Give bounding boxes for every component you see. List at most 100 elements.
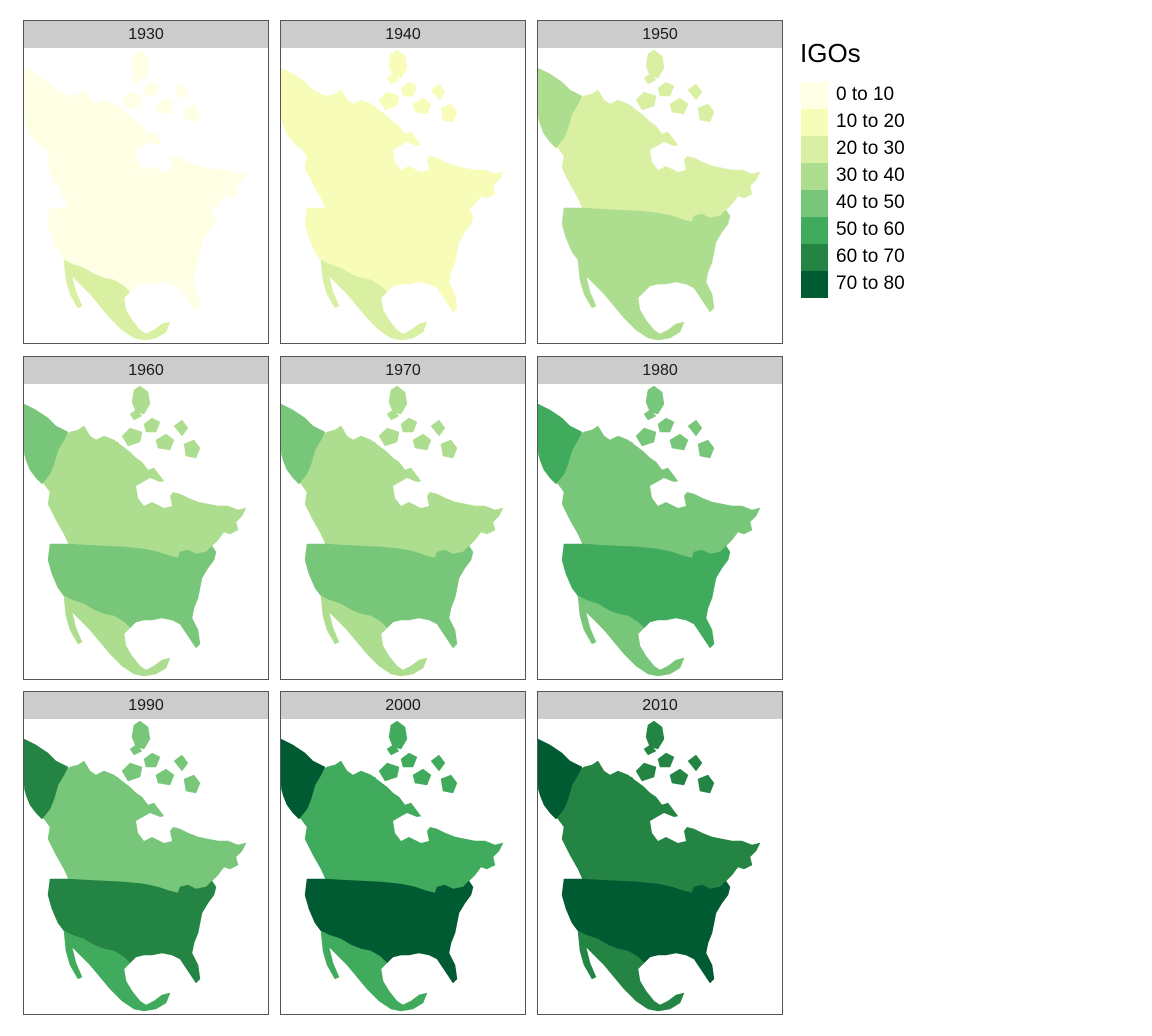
panel-1930: 1930 — [23, 20, 269, 344]
panel-header: 1980 — [537, 356, 783, 385]
north-america-map — [538, 385, 761, 677]
mexico-region — [63, 595, 171, 677]
mexico-region — [320, 930, 428, 1012]
panel-1990: 1990 — [23, 691, 269, 1015]
arctic-island — [635, 427, 657, 447]
map-area — [537, 384, 783, 680]
map-area — [23, 48, 269, 344]
map-area — [280, 384, 526, 680]
mexico-region — [577, 259, 685, 341]
arctic-island — [645, 49, 665, 79]
legend-swatch — [801, 109, 828, 136]
legend-label: 60 to 70 — [836, 246, 905, 267]
panel-1960: 1960 — [23, 356, 269, 680]
arctic-island — [143, 752, 161, 768]
panel-year-title: 2010 — [642, 697, 678, 714]
panel-1940: 1940 — [280, 20, 526, 344]
arctic-island — [430, 754, 446, 772]
north-america-map — [24, 49, 247, 341]
legend-swatch — [801, 271, 828, 298]
arctic-island — [388, 49, 408, 79]
north-america-map — [281, 385, 504, 677]
map-area — [280, 48, 526, 344]
legend-label: 70 to 80 — [836, 273, 905, 294]
panel-1970: 1970 — [280, 356, 526, 680]
map-area — [537, 719, 783, 1015]
arctic-island — [386, 73, 400, 85]
panel-header: 2010 — [537, 691, 783, 720]
arctic-island — [129, 73, 143, 85]
alaska-region — [24, 738, 69, 820]
arctic-island — [386, 409, 400, 421]
alaska-region — [281, 67, 326, 149]
panel-year-title: 1930 — [128, 26, 164, 43]
north-america-map — [281, 49, 504, 341]
legend: IGOs 0 to 10 10 to 20 20 to 30 30 to 40 … — [800, 38, 960, 308]
north-america-map — [538, 720, 761, 1012]
panel-year-title: 1940 — [385, 26, 421, 43]
panel-header: 1930 — [23, 20, 269, 49]
arctic-island — [155, 768, 175, 786]
legend-swatch — [801, 163, 828, 190]
mexico-region — [320, 259, 428, 341]
panel-header: 1940 — [280, 20, 526, 49]
arctic-island — [143, 417, 161, 433]
legend-label: 20 to 30 — [836, 138, 905, 159]
alaska-region — [24, 403, 69, 485]
arctic-island — [121, 762, 143, 782]
legend-title: IGOs — [800, 38, 861, 68]
arctic-island — [109, 441, 123, 455]
arctic-island — [388, 720, 408, 750]
arctic-island — [623, 441, 637, 455]
panel-2010: 2010 — [537, 691, 783, 1015]
legend-label: 10 to 20 — [836, 111, 905, 132]
arctic-island — [697, 774, 715, 794]
alaska-region — [24, 67, 69, 149]
arctic-island — [623, 776, 637, 790]
legend-swatch — [801, 136, 828, 163]
panel-year-title: 1990 — [128, 697, 164, 714]
legend-label: 50 to 60 — [836, 219, 905, 240]
arctic-island — [400, 81, 418, 97]
hudson-bay — [650, 813, 690, 843]
arctic-island — [129, 744, 143, 756]
panel-header: 2000 — [280, 691, 526, 720]
mexico-region — [577, 930, 685, 1012]
arctic-island — [643, 744, 657, 756]
arctic-island — [131, 49, 151, 79]
legend-item: 50 to 60 — [800, 217, 940, 244]
hudson-bay — [393, 478, 433, 508]
arctic-island — [388, 385, 408, 415]
arctic-island — [635, 91, 657, 111]
arctic-island — [386, 744, 400, 756]
legend-item: 10 to 20 — [800, 109, 940, 136]
arctic-island — [440, 774, 458, 794]
arctic-island — [121, 427, 143, 447]
north-america-map — [281, 720, 504, 1012]
map-area — [537, 48, 783, 344]
arctic-island — [131, 385, 151, 415]
arctic-island — [183, 439, 201, 459]
arctic-island — [366, 776, 380, 790]
arctic-island — [400, 417, 418, 433]
panel-header: 1970 — [280, 356, 526, 385]
arctic-island — [173, 83, 189, 101]
legend-label: 40 to 50 — [836, 192, 905, 213]
mexico-region — [577, 595, 685, 677]
hudson-bay — [650, 478, 690, 508]
legend-item: 40 to 50 — [800, 190, 940, 217]
panel-year-title: 1980 — [642, 362, 678, 379]
alaska-region — [538, 403, 583, 485]
panel-year-title: 1970 — [385, 362, 421, 379]
legend-item: 30 to 40 — [800, 163, 940, 190]
arctic-island — [378, 762, 400, 782]
arctic-island — [697, 439, 715, 459]
arctic-island — [412, 768, 432, 786]
legend-swatch — [801, 217, 828, 244]
map-area — [280, 719, 526, 1015]
legend-item: 60 to 70 — [800, 244, 940, 271]
alaska-region — [538, 738, 583, 820]
alaska-region — [538, 67, 583, 149]
arctic-island — [635, 762, 657, 782]
arctic-island — [366, 441, 380, 455]
